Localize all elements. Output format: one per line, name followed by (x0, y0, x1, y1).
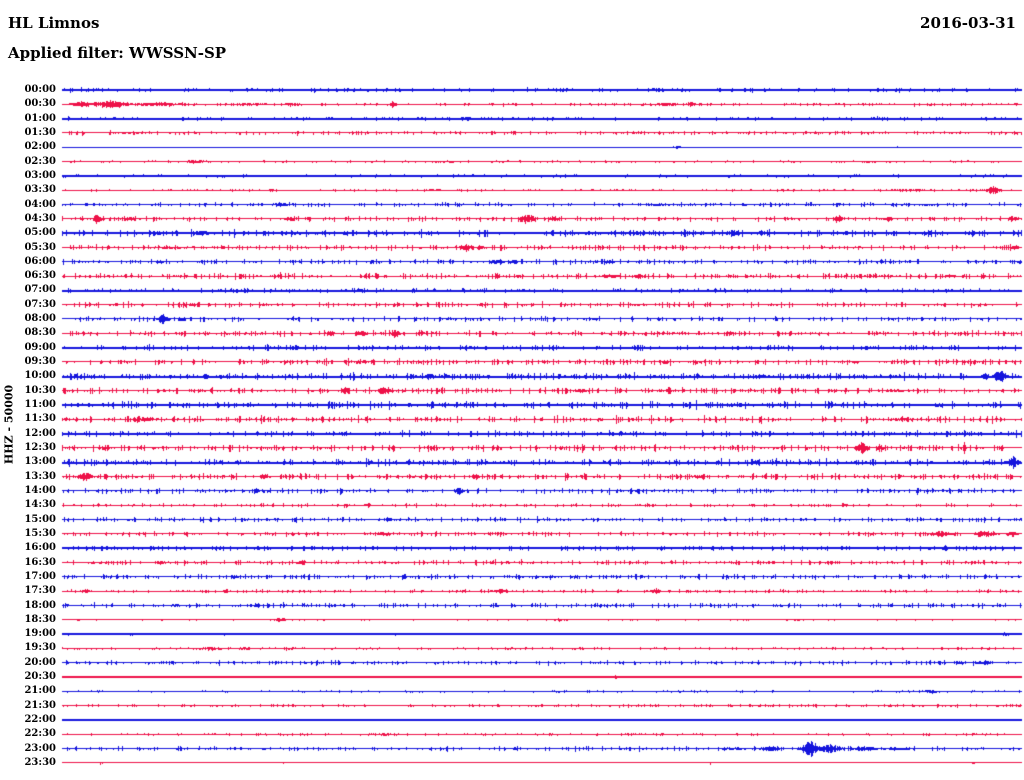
time-label: 04:30 (24, 212, 56, 224)
time-label: 09:00 (24, 341, 56, 353)
time-label: 15:30 (24, 527, 56, 539)
time-label: 12:30 (24, 442, 56, 453)
time-label: 04:00 (24, 198, 56, 210)
time-label: 09:30 (24, 356, 56, 368)
time-label: 00:30 (24, 98, 56, 110)
time-label: 14:00 (24, 484, 56, 496)
station-title: HL Limnos (8, 14, 100, 32)
time-label: 10:00 (24, 370, 56, 382)
time-label: 20:30 (24, 671, 56, 683)
time-label: 00:00 (24, 84, 56, 95)
time-label: 18:30 (24, 613, 56, 625)
time-label: 01:30 (24, 126, 56, 138)
time-label: 22:30 (24, 728, 56, 740)
time-label: 15:00 (24, 513, 56, 525)
time-label: 02:00 (24, 141, 56, 153)
time-label: 05:00 (24, 227, 56, 239)
time-label: 17:00 (24, 570, 56, 582)
time-label: 20:00 (24, 656, 56, 668)
time-label: 06:30 (24, 270, 56, 282)
time-label: 03:00 (24, 169, 56, 181)
applied-filter-label: Applied filter: WWSSN-SP (8, 44, 227, 62)
time-label: 06:00 (24, 255, 56, 267)
time-label: 02:30 (24, 155, 56, 167)
time-label: 19:30 (24, 642, 56, 654)
time-label: 11:30 (24, 413, 56, 425)
time-label: 11:00 (24, 399, 56, 411)
time-label: 07:30 (24, 298, 56, 310)
time-label: 18:00 (24, 599, 56, 611)
time-label: 19:00 (24, 628, 56, 640)
time-label: 14:30 (24, 499, 56, 511)
time-label: 13:30 (24, 470, 56, 482)
time-label: 16:30 (24, 556, 56, 568)
time-label: 05:30 (24, 241, 56, 253)
time-label: 22:00 (24, 714, 56, 726)
time-label: 17:30 (24, 585, 56, 597)
time-label: 08:00 (24, 313, 56, 325)
time-label: 10:30 (24, 384, 56, 396)
time-label: 21:30 (24, 699, 56, 711)
time-label: 01:00 (24, 112, 56, 124)
time-label: 13:00 (24, 456, 56, 468)
time-label: 08:30 (24, 327, 56, 339)
time-label: 23:00 (24, 742, 56, 754)
time-label: 21:00 (24, 685, 56, 697)
time-label: 07:00 (24, 284, 56, 296)
plot-date: 2016-03-31 (920, 14, 1016, 32)
time-label: 03:30 (24, 184, 56, 196)
time-label: 12:00 (24, 427, 56, 439)
time-label: 16:00 (24, 542, 56, 554)
time-label: 23:30 (24, 757, 56, 769)
